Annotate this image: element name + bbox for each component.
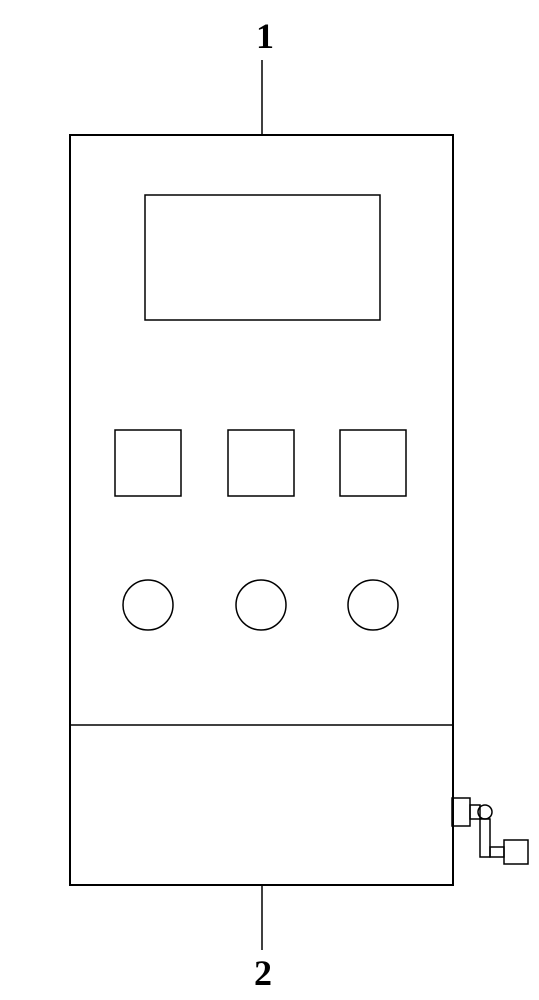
connector-elbow-horizontal	[490, 847, 504, 857]
connector-body	[452, 798, 470, 826]
label-2: 2	[254, 953, 272, 993]
circle-indicator-3	[348, 580, 398, 630]
device-body	[70, 135, 453, 885]
circle-indicator-1	[123, 580, 173, 630]
label-1: 1	[256, 16, 274, 56]
connector-assembly	[452, 798, 528, 864]
square-indicator-2	[228, 430, 294, 496]
connector-elbow-vertical	[480, 819, 490, 857]
circle-indicator-2	[236, 580, 286, 630]
square-indicator-3	[340, 430, 406, 496]
connector-end	[504, 840, 528, 864]
display-window	[145, 195, 380, 320]
square-indicator-1	[115, 430, 181, 496]
